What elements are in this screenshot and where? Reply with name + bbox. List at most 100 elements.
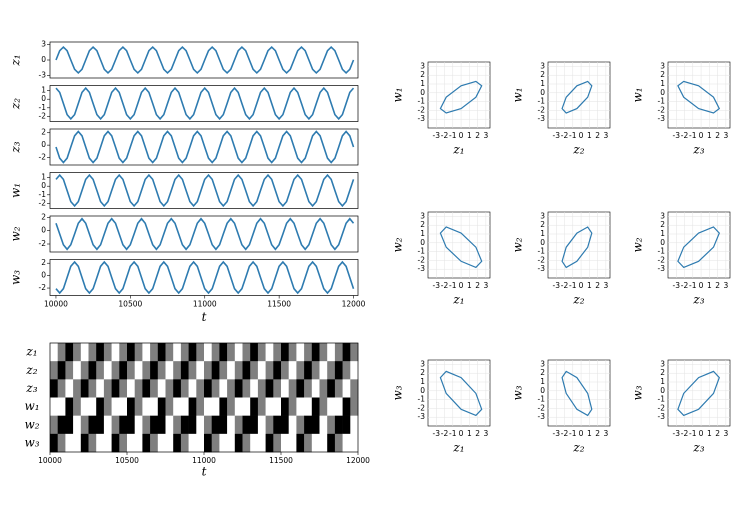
- raster-cell: [211, 415, 220, 435]
- raster-cell: [57, 361, 66, 380]
- raster-cell: [127, 361, 135, 380]
- raster-cell: [96, 433, 105, 453]
- x-tick-label: -1: [449, 429, 457, 438]
- raster-cell: [211, 379, 220, 398]
- raster-cell: [204, 433, 212, 453]
- raster-cell: [242, 343, 251, 362]
- raster-cell: [150, 379, 159, 398]
- raster-cell: [311, 379, 320, 398]
- x-tick-label: -3: [553, 281, 561, 290]
- y-tick-label: 3: [660, 359, 665, 368]
- raster-cell: [157, 433, 166, 453]
- raster-cell: [103, 397, 112, 416]
- x-tick-label: -2: [681, 131, 689, 140]
- y-tick-label: 2: [540, 220, 545, 229]
- raster-cell: [311, 397, 320, 416]
- y-tick-label: -2: [658, 105, 666, 114]
- row-label: w₁: [24, 399, 39, 413]
- x-axis-label: z₃: [692, 293, 704, 307]
- raster-cell: [265, 343, 274, 362]
- raster-cell: [227, 361, 236, 380]
- raster-cell: [296, 361, 305, 380]
- x-tick-label: -1: [449, 281, 457, 290]
- raster-cell: [219, 343, 228, 362]
- raster-cell: [73, 433, 82, 453]
- raster-cell: [342, 397, 351, 416]
- raster-cell: [188, 379, 197, 398]
- raster-cell: [288, 361, 297, 380]
- y-tick-label: 2: [41, 128, 46, 137]
- raster-cell: [350, 361, 359, 380]
- x-tick-label: -2: [441, 131, 449, 140]
- raster-cell: [103, 343, 112, 362]
- x-tick-label: 3: [723, 429, 728, 438]
- raster-cell: [281, 397, 289, 416]
- y-tick-label: 0: [41, 271, 46, 280]
- raster-cell: [150, 361, 159, 380]
- raster-cell: [319, 415, 328, 435]
- y-axis-label: w₁: [511, 87, 525, 102]
- raster-cell: [80, 379, 89, 398]
- x-tick-label: 2: [715, 429, 720, 438]
- raster-cell: [257, 415, 266, 435]
- raster-cell: [250, 379, 259, 398]
- raster-cell: [311, 343, 320, 362]
- x-tick-label: 3: [603, 429, 608, 438]
- raster-cell: [273, 415, 282, 435]
- row-label: w₂: [24, 417, 39, 431]
- raster-cell: [127, 397, 135, 416]
- raster-cell: [188, 397, 197, 416]
- raster-cell: [80, 433, 89, 453]
- x-tick-label: -1: [689, 131, 697, 140]
- x-tick-label: 3: [603, 131, 608, 140]
- y-tick-label: 3: [420, 359, 425, 368]
- raster-cell: [88, 343, 97, 362]
- row-label: z₁: [25, 345, 37, 359]
- y-axis-label: z₂: [9, 98, 23, 110]
- raster-cell: [65, 343, 74, 362]
- raster-cell: [88, 379, 97, 398]
- series-line: [55, 173, 355, 208]
- raster-cell: [80, 343, 89, 362]
- y-axis-label: w₁: [391, 87, 405, 102]
- y-axis-label: z₁: [9, 54, 23, 66]
- x-tick-label: -2: [561, 281, 569, 290]
- y-tick-label: 2: [420, 368, 425, 377]
- raster-cell: [242, 415, 251, 435]
- raster-cell: [311, 361, 320, 380]
- x-axis-label: z₃: [692, 441, 704, 455]
- x-tick-label: -3: [553, 131, 561, 140]
- x-tick-label: -1: [689, 281, 697, 290]
- x-axis-label: z₁: [452, 293, 464, 307]
- y-tick-label: -1: [418, 395, 426, 404]
- y-axis-label: w₃: [391, 385, 405, 400]
- y-tick-label: -1: [418, 97, 426, 106]
- y-tick-label: -2: [39, 283, 47, 292]
- raster-cell: [265, 361, 274, 380]
- raster-cell: [281, 361, 289, 380]
- raster-cell: [334, 379, 343, 398]
- y-tick-label: -2: [418, 403, 426, 412]
- x-tick-label: 1: [707, 429, 712, 438]
- y-tick-label: -1: [538, 395, 546, 404]
- raster-cell: [288, 433, 297, 453]
- x-tick-label: 10500: [115, 456, 139, 465]
- y-tick-label: 2: [420, 220, 425, 229]
- series-line: [55, 217, 355, 251]
- x-tick-label: 11000: [193, 300, 217, 309]
- x-axis-label: z₂: [572, 441, 584, 455]
- raster-cell: [111, 361, 120, 380]
- raster-cell: [134, 397, 143, 416]
- raster-cell: [342, 379, 351, 398]
- raster-cell: [103, 433, 112, 453]
- y-tick-label: 2: [660, 368, 665, 377]
- raster-cell: [180, 343, 189, 362]
- raster-cell: [73, 379, 82, 398]
- raster-cell: [219, 415, 228, 435]
- raster-cell: [234, 343, 243, 362]
- raster-cell: [50, 343, 58, 362]
- raster-cell: [57, 433, 66, 453]
- y-axis-label: w₁: [9, 183, 23, 198]
- raster-cell: [304, 343, 313, 362]
- y-tick-label: 1: [660, 377, 665, 386]
